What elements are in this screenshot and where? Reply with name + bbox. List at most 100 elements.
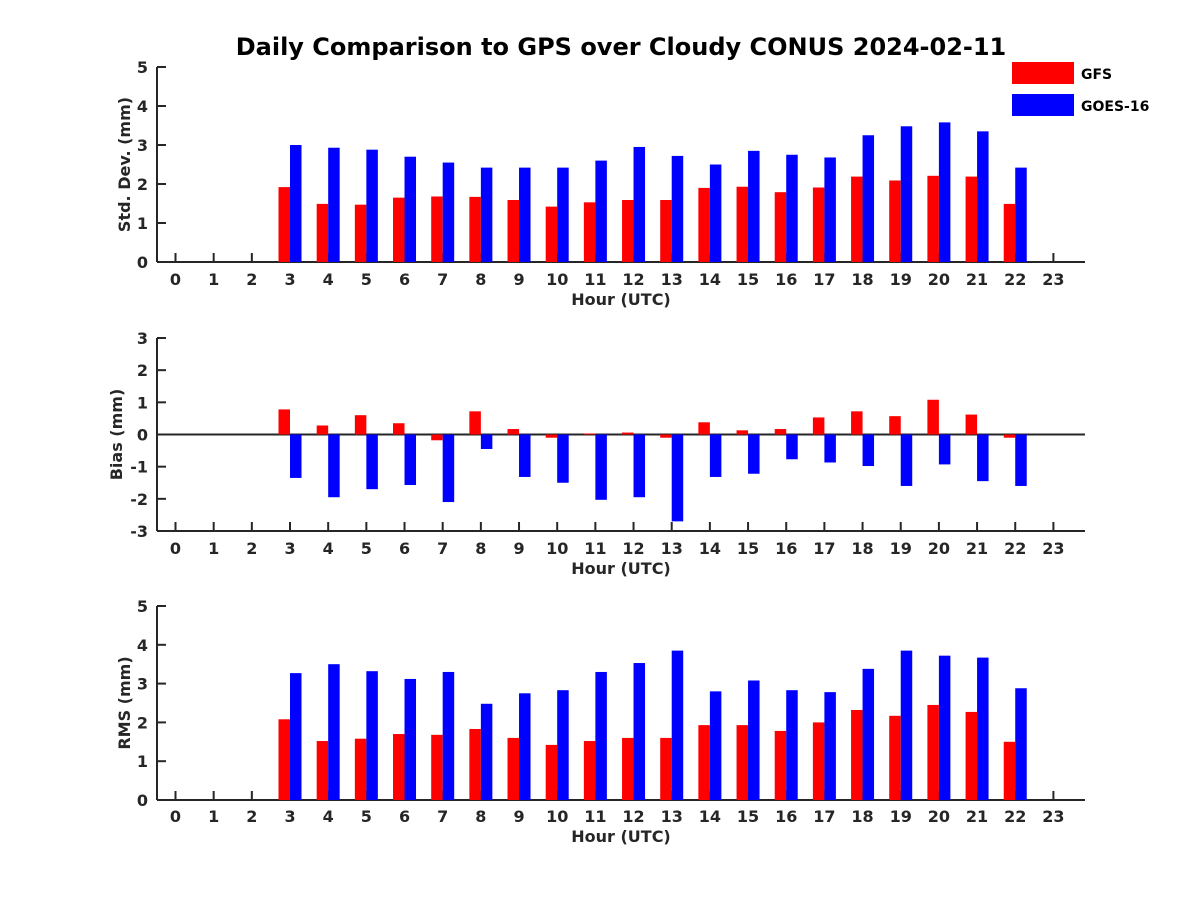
bar-goes-16-rms bbox=[519, 693, 531, 800]
bar-gfs-rms bbox=[316, 741, 329, 800]
x-tick-label: 9 bbox=[513, 270, 524, 289]
x-tick-label: 22 bbox=[1004, 807, 1026, 826]
bar-gfs-rms bbox=[354, 738, 367, 800]
x-tick-label: 0 bbox=[170, 539, 181, 558]
bar-goes-16-bias bbox=[519, 434, 531, 477]
x-axis-label: Hour (UTC) bbox=[571, 290, 671, 309]
bar-gfs-std-dev bbox=[469, 196, 481, 262]
bar-gfs-std-dev bbox=[431, 196, 443, 262]
x-tick-label: 12 bbox=[622, 807, 644, 826]
bar-goes-16-rms bbox=[595, 671, 607, 800]
bar-goes-16-bias bbox=[748, 434, 760, 474]
x-tick-label: 1 bbox=[208, 807, 219, 826]
bar-gfs-bias bbox=[774, 429, 787, 435]
bar-gfs-rms bbox=[278, 719, 291, 800]
y-tick-label: 1 bbox=[137, 214, 148, 233]
bar-gfs-bias bbox=[927, 399, 939, 435]
bar-gfs-bias bbox=[1003, 434, 1016, 438]
x-tick-label: 10 bbox=[546, 270, 568, 289]
bar-goes-16-bias bbox=[480, 434, 493, 449]
y-tick-label: 3 bbox=[137, 136, 148, 155]
x-tick-label: 11 bbox=[584, 807, 606, 826]
x-tick-label: 1 bbox=[208, 539, 219, 558]
bar-gfs-bias bbox=[545, 434, 558, 438]
x-tick-label: 5 bbox=[361, 270, 372, 289]
x-tick-label: 16 bbox=[775, 270, 797, 289]
y-tick-label: 4 bbox=[137, 97, 148, 116]
bar-gfs-bias bbox=[431, 434, 443, 441]
x-tick-label: 20 bbox=[928, 539, 950, 558]
x-tick-label: 15 bbox=[737, 807, 759, 826]
bar-goes-16-std-dev bbox=[862, 135, 875, 262]
bar-goes-16-rms bbox=[290, 673, 302, 800]
x-tick-label: 14 bbox=[699, 807, 721, 826]
x-tick-label: 13 bbox=[661, 270, 683, 289]
bar-gfs-std-dev bbox=[316, 203, 329, 262]
bar-goes-16-rms bbox=[633, 663, 646, 800]
x-tick-label: 13 bbox=[661, 539, 683, 558]
bar-goes-16-std-dev bbox=[786, 154, 798, 262]
bar-goes-16-bias bbox=[671, 434, 684, 522]
bar-goes-16-bias bbox=[557, 434, 569, 483]
bar-gfs-rms bbox=[622, 737, 634, 800]
x-tick-label: 17 bbox=[813, 807, 835, 826]
bar-goes-16-rms bbox=[1015, 688, 1027, 800]
y-axis-label: RMS (mm) bbox=[115, 656, 134, 749]
bar-gfs-std-dev bbox=[354, 204, 367, 262]
bar-gfs-bias bbox=[469, 411, 481, 435]
bar-goes-16-rms bbox=[671, 650, 684, 800]
x-tick-label: 15 bbox=[737, 539, 759, 558]
bar-goes-16-bias bbox=[633, 434, 646, 498]
y-tick-label: -2 bbox=[130, 490, 148, 509]
bar-gfs-rms bbox=[889, 715, 901, 800]
bar-gfs-rms bbox=[774, 730, 787, 800]
x-tick-label: 0 bbox=[170, 270, 181, 289]
bar-goes-16-rms bbox=[557, 690, 569, 800]
x-tick-label: 18 bbox=[851, 539, 873, 558]
bar-goes-16-std-dev bbox=[938, 122, 951, 262]
bar-gfs-std-dev bbox=[774, 192, 787, 262]
bar-goes-16-std-dev bbox=[633, 146, 646, 262]
y-tick-label: 0 bbox=[137, 253, 148, 272]
x-tick-label: 2 bbox=[246, 807, 257, 826]
bar-goes-16-rms bbox=[709, 691, 722, 800]
x-tick-label: 23 bbox=[1042, 539, 1064, 558]
y-tick-label: 5 bbox=[137, 58, 148, 77]
bar-goes-16-bias bbox=[862, 434, 875, 467]
bar-gfs-std-dev bbox=[965, 176, 978, 262]
bar-goes-16-rms bbox=[404, 678, 417, 800]
bar-gfs-rms bbox=[545, 744, 558, 800]
x-tick-label: 20 bbox=[928, 807, 950, 826]
bar-gfs-std-dev bbox=[736, 186, 749, 262]
x-tick-label: 17 bbox=[813, 270, 835, 289]
x-tick-label: 2 bbox=[246, 270, 257, 289]
legend-label-goes-16: GOES-16 bbox=[1081, 99, 1149, 115]
bar-gfs-std-dev bbox=[507, 199, 520, 262]
bar-gfs-std-dev bbox=[278, 187, 291, 262]
bar-goes-16-bias bbox=[977, 434, 989, 482]
x-tick-label: 22 bbox=[1004, 539, 1026, 558]
bar-gfs-rms bbox=[660, 737, 672, 800]
bar-goes-16-rms bbox=[442, 671, 455, 800]
x-tick-label: 19 bbox=[890, 539, 912, 558]
legend: GFS GOES-16 bbox=[1012, 62, 1149, 116]
bar-gfs-bias bbox=[851, 411, 863, 435]
bar-goes-16-std-dev bbox=[290, 145, 302, 262]
bar-gfs-bias bbox=[622, 432, 634, 435]
x-tick-label: 6 bbox=[399, 539, 410, 558]
bar-gfs-bias bbox=[812, 417, 825, 435]
bar-gfs-std-dev bbox=[698, 187, 710, 262]
bar-gfs-rms bbox=[431, 734, 443, 800]
bar-goes-16-rms bbox=[480, 703, 493, 800]
bar-goes-16-std-dev bbox=[824, 157, 836, 262]
x-tick-label: 19 bbox=[890, 270, 912, 289]
x-tick-label: 23 bbox=[1042, 807, 1064, 826]
bar-goes-16-std-dev bbox=[557, 167, 569, 262]
x-tick-label: 19 bbox=[890, 807, 912, 826]
bar-gfs-rms bbox=[812, 722, 825, 800]
bar-goes-16-std-dev bbox=[366, 149, 378, 262]
x-tick-label: 4 bbox=[323, 539, 334, 558]
bar-goes-16-rms bbox=[748, 680, 760, 800]
x-tick-label: 11 bbox=[584, 270, 606, 289]
